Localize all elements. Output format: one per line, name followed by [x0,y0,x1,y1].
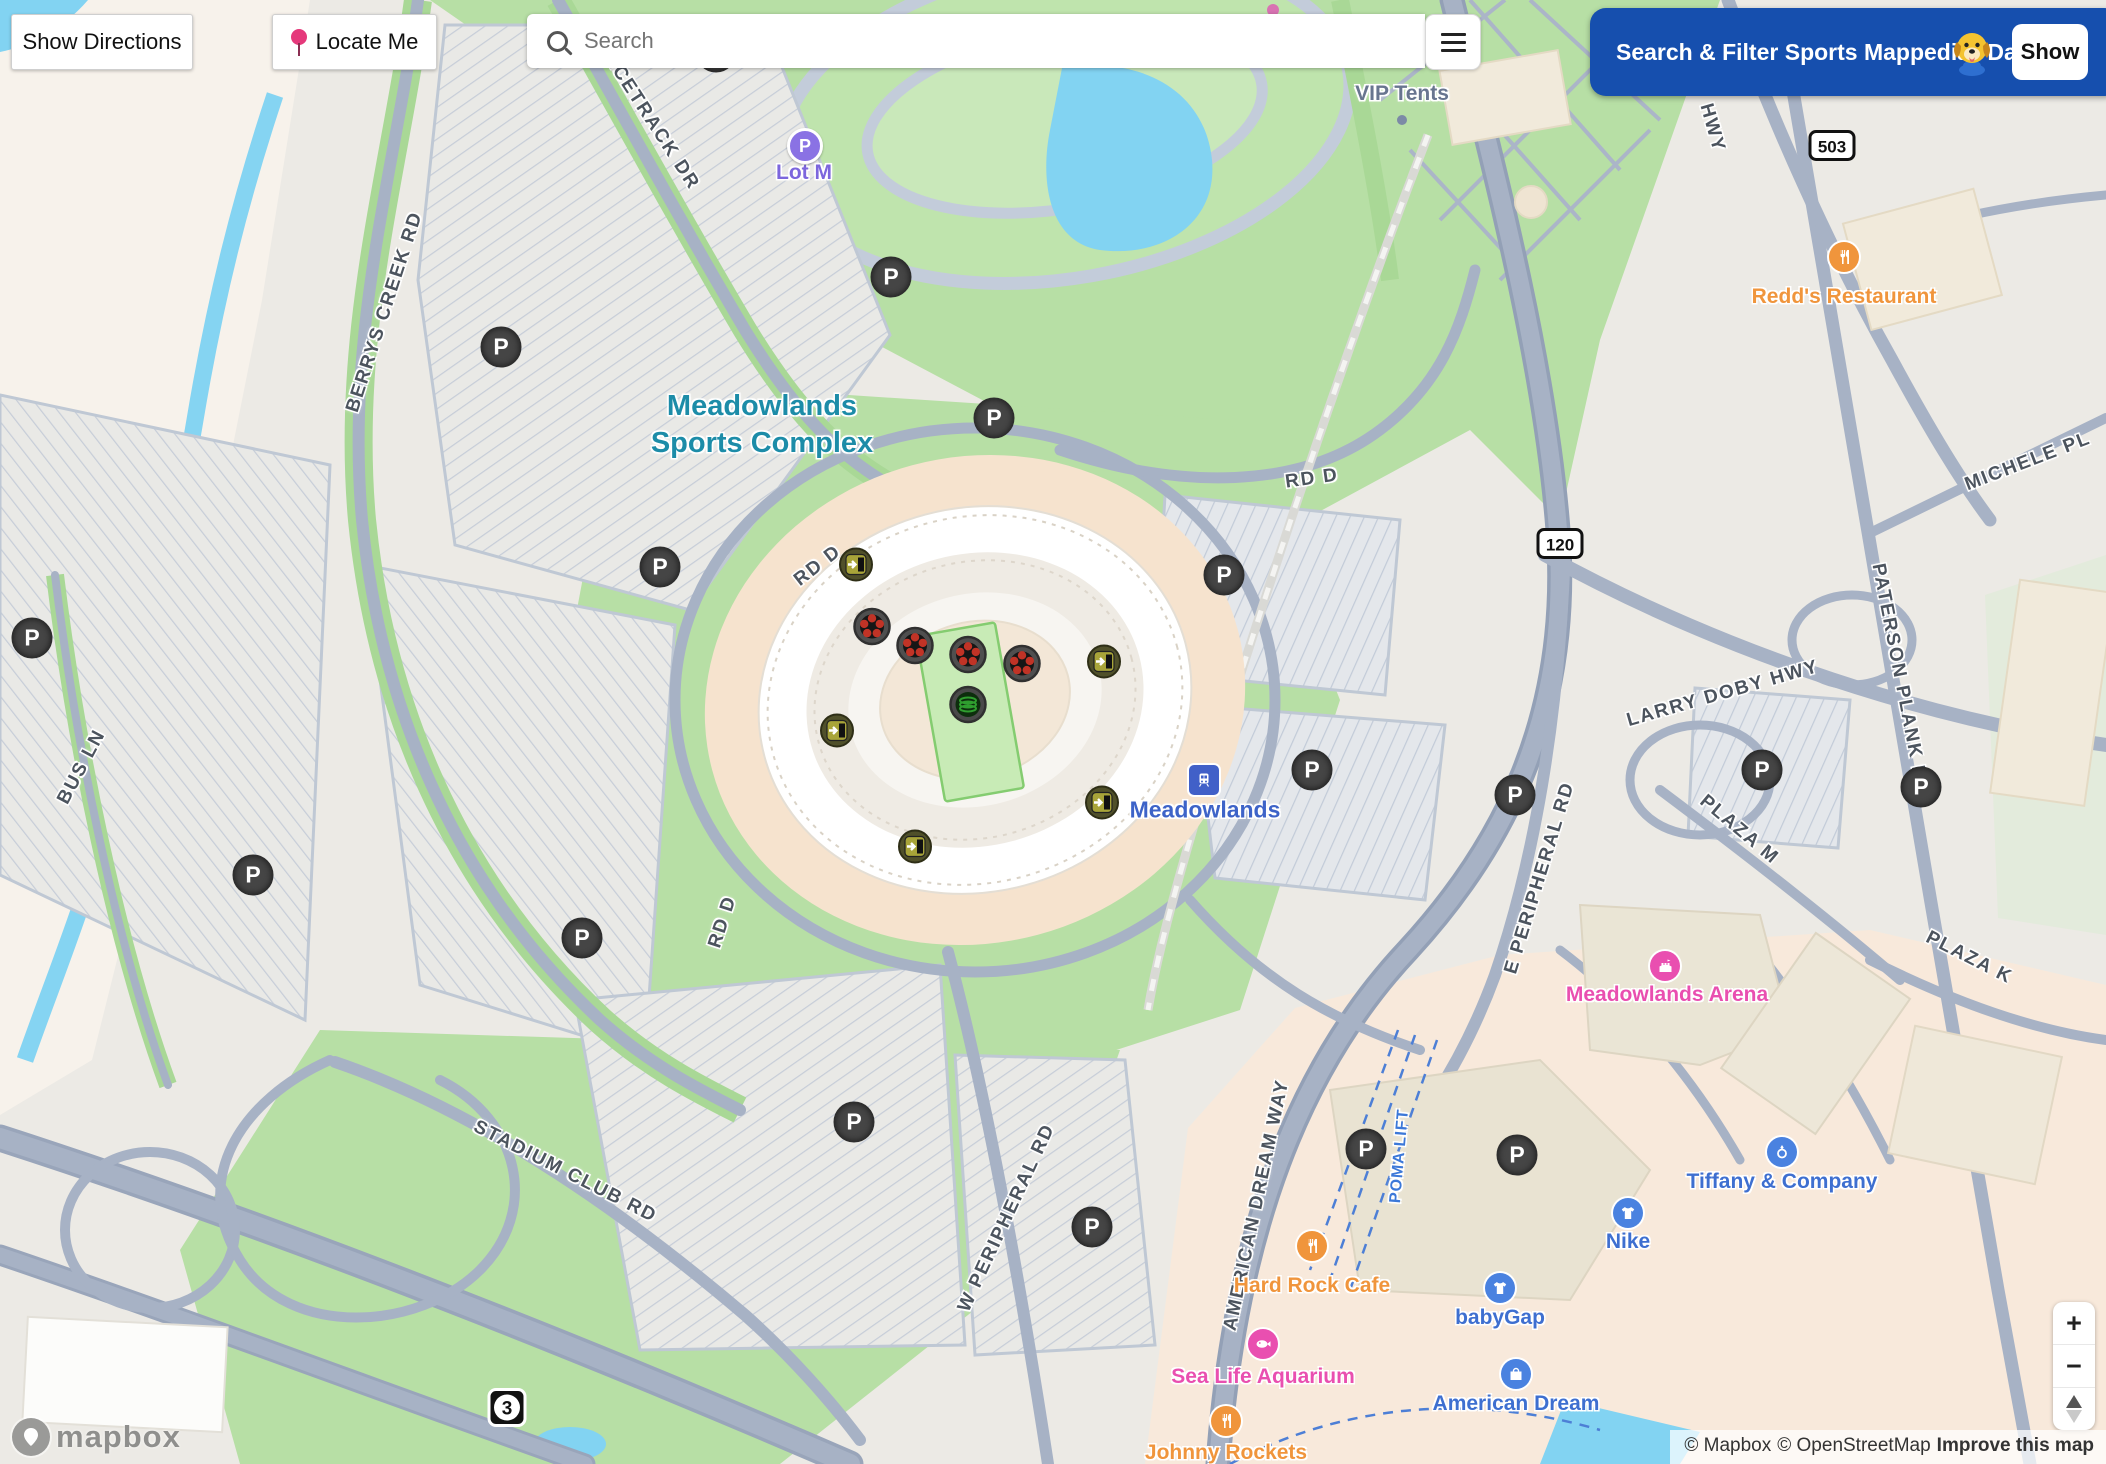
compass-north-icon [2066,1395,2082,1408]
svg-text:120: 120 [1546,536,1574,555]
mapbox-logo-icon [12,1418,50,1456]
show-directions-label: Show Directions [22,29,182,54]
parking-marker[interactable]: P [1900,766,1942,808]
search-bar[interactable] [527,14,1425,68]
poi-label-nike: Nike [1605,1230,1651,1253]
poi-icon-johnny-rockets[interactable] [1211,1406,1241,1436]
route-shield-503: 503 [1808,130,1856,167]
svg-text:503: 503 [1818,138,1846,157]
poi-icon-nike[interactable] [1613,1198,1643,1228]
zoom-in-button[interactable]: + [2053,1302,2095,1345]
poi-label-sea-life-aquarium: Sea Life Aquarium [1171,1365,1355,1388]
parking-marker[interactable]: P [232,854,274,896]
mapbox-logo[interactable]: mapbox [12,1418,181,1456]
parking-marker[interactable]: P [480,326,522,368]
arena-icon [1659,959,1672,972]
map-dot [1397,115,1407,125]
poi-label-american-dream: American Dream [1432,1392,1600,1415]
poi-icon-sea-life-aquarium[interactable] [1248,1329,1278,1359]
poi-icon-hard-rock-cafe[interactable] [1297,1231,1327,1261]
menu-button[interactable] [1425,14,1481,70]
poi-icon-american-dream[interactable] [1501,1359,1531,1389]
soccer-event-marker[interactable] [853,607,891,651]
poi-icon-babygap[interactable] [1485,1273,1515,1303]
parking-marker[interactable]: P [561,917,603,959]
gate-entrance-marker[interactable] [820,713,854,753]
attribution-bar: © Mapbox © OpenStreetMap Improve this ma… [1670,1430,2106,1464]
poi-label-tiffany-company: Tiffany & Company [1686,1170,1878,1193]
stadium-center-marker[interactable] [949,685,987,729]
parking-marker[interactable]: P [973,397,1015,439]
soccer-event-marker[interactable] [896,626,934,670]
locate-me-button[interactable]: Locate Me [272,14,437,70]
search-input[interactable] [582,27,1425,55]
poi-label-meadowlands-arena: Meadowlands Arena [1565,983,1769,1006]
poi-icon-tiffany-company[interactable] [1767,1137,1797,1167]
parking-marker[interactable]: P [1071,1206,1113,1248]
pin-icon [290,29,307,56]
rail-station-icon[interactable] [1187,763,1221,797]
gate-entrance-marker[interactable] [1085,785,1119,825]
soccer-event-marker[interactable] [1003,644,1041,688]
fish-icon [1256,1340,1271,1348]
zoom-control: + − [2053,1302,2095,1430]
mappedia-banner: Search & Filter Sports Mappedia™ Data Sh… [1590,8,2106,96]
poi-label-babygap: babyGap [1455,1306,1545,1329]
compass-button[interactable] [2053,1388,2095,1430]
parking-marker[interactable]: P [1291,749,1333,791]
locate-me-label: Locate Me [315,29,419,54]
banner-show-button[interactable]: Show [2012,24,2088,80]
parking-marker[interactable]: P [833,1101,875,1143]
parking-marker[interactable]: P [1496,1134,1538,1176]
svg-text:3: 3 [502,1399,513,1420]
restaurant-icon [1308,1239,1317,1253]
gate-entrance-marker[interactable] [1087,644,1121,684]
bag-icon [1510,1367,1522,1380]
parking-marker[interactable]: P [870,256,912,298]
tshirt-icon [1493,1282,1507,1294]
tshirt-icon [1621,1207,1635,1219]
improve-this-map-link[interactable]: Improve this map [1936,1435,2094,1456]
poi-label-johnny-rockets: Johnny Rockets [1144,1441,1308,1464]
attrib-mapbox-link[interactable]: © Mapbox [1684,1435,1772,1456]
ring-icon [1777,1145,1787,1159]
parking-marker[interactable]: P [1203,554,1245,596]
route-shield-120: 120 [1536,528,1584,565]
poi-label-hard-rock-cafe: Hard Rock Cafe [1233,1274,1391,1297]
attrib-osm-link[interactable]: © OpenStreetMap [1777,1435,1931,1456]
compass-south-icon [2066,1410,2082,1423]
parking-marker[interactable]: P [639,546,681,588]
poi-icon-meadowlands-arena[interactable] [1650,951,1680,981]
parking-marker[interactable]: P [1494,774,1536,816]
gate-entrance-marker[interactable] [898,829,932,869]
dog-mascot-icon [1954,33,1990,76]
restaurant-icon [1840,250,1849,264]
gate-entrance-marker[interactable] [839,547,873,587]
parking-marker[interactable]: P [1741,749,1783,791]
restaurant-icon [1222,1414,1231,1428]
menu-icon [1440,32,1466,36]
map-dot [1267,4,1279,16]
parking-marker[interactable]: P [11,617,53,659]
poi-label-redd-s-restaurant: Redd's Restaurant [1751,285,1937,308]
show-directions-button[interactable]: Show Directions [11,14,193,70]
soccer-event-marker[interactable] [949,635,987,679]
parking-marker[interactable]: P [1345,1128,1387,1170]
lot-m-parking-marker[interactable]: P [787,128,823,164]
route-shield-3: 3 [487,1388,527,1433]
search-icon [547,30,568,52]
zoom-out-button[interactable]: − [2053,1345,2095,1388]
mapbox-wordmark: mapbox [56,1419,181,1454]
poi-icon-redd-s-restaurant[interactable] [1829,242,1859,272]
